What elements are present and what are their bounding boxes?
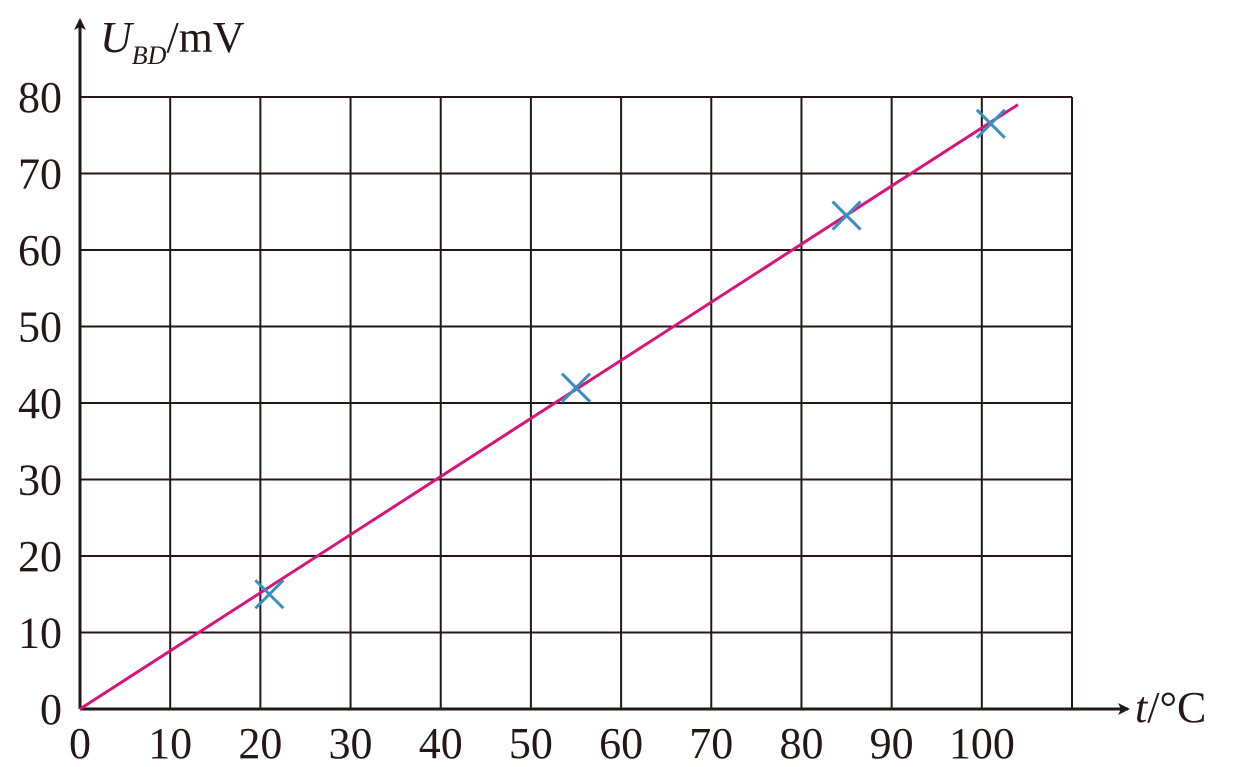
y-tick-label: 0 <box>40 685 62 734</box>
x-tick-label: 70 <box>689 719 733 767</box>
fit-line <box>79 103 1019 711</box>
data-point <box>560 372 592 403</box>
x-tick-label: 30 <box>329 719 373 767</box>
data-point <box>254 579 285 610</box>
y-axis-label: UBD/mV <box>100 13 245 70</box>
x-tick-label: 10 <box>148 719 192 767</box>
y-label-symbol: U <box>100 13 135 62</box>
y-tick-label: 10 <box>18 609 62 658</box>
y-tick-label: 50 <box>18 303 62 352</box>
y-label-unit: /mV <box>166 13 244 62</box>
y-tick-label: 70 <box>18 150 62 199</box>
x-axis-label: t/°C <box>1135 683 1206 732</box>
x-tick-label: 100 <box>949 719 1015 767</box>
x-tick-label: 90 <box>870 719 914 767</box>
data-point <box>831 200 862 231</box>
x-tick-label: 0 <box>69 719 91 767</box>
data-point <box>975 108 1006 139</box>
x-tick-label: 80 <box>779 719 823 767</box>
y-tick-label: 30 <box>18 456 62 505</box>
x-tick-label: 60 <box>599 719 643 767</box>
y-label-subscript: BD <box>132 41 167 70</box>
y-tick-label: 40 <box>18 379 62 428</box>
x-tick-label: 40 <box>419 719 463 767</box>
x-tick-label: 50 <box>509 719 553 767</box>
y-tick-label: 80 <box>18 73 62 122</box>
y-tick-label: 20 <box>18 532 62 581</box>
x-tick-label: 20 <box>238 719 282 767</box>
y-tick-label: 60 <box>18 226 62 275</box>
x-label-symbol: t <box>1135 683 1149 732</box>
grid <box>79 96 1073 710</box>
x-label-unit: /°C <box>1147 683 1206 732</box>
